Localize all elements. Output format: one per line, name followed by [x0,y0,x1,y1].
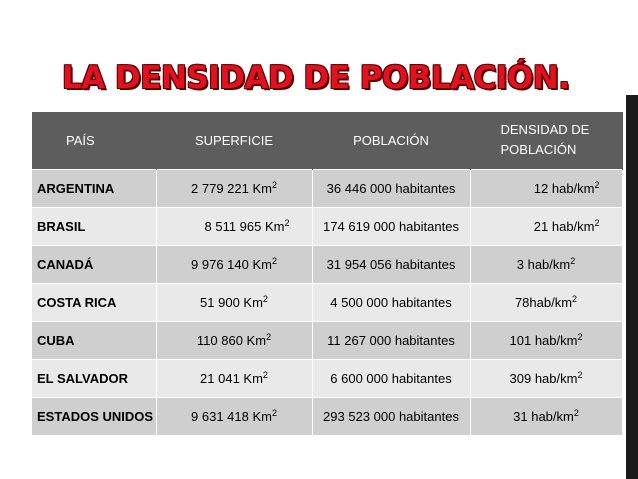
superficie-value: 8 511 965 Km [204,218,285,234]
superscript-2: 2 [271,255,277,266]
densidad-value: 101 hab/km [509,332,578,348]
cell-pais: COSTA RICA [32,282,157,321]
table-row: CUBA 110 860 Km2 11 267 000 habitantes 101 … [32,320,623,359]
superficie-value: 2 779 221 Km [191,180,272,196]
superscript-2: 2 [577,331,583,342]
cell-superficie: 9 631 418 Km2 [156,396,313,435]
densidad-value: 12 hab/km [533,180,595,196]
densidad-value: 21 hab/km [533,218,595,234]
header-superficie: SUPERFICIE [156,112,313,169]
cell-poblacion: 6 600 000 habitantes [312,358,471,397]
table-row: ESTADOS UNIDOS 9 631 418 Km2 293 523 000 h… [32,396,623,435]
cell-densidad: 309 hab/km2 [470,358,623,397]
cell-pais: CUBA [32,320,157,359]
superscript-2: 2 [271,407,277,418]
header-densidad-line1: DENSIDAD DE [500,122,590,138]
cell-superficie: 51 900 Km2 [156,282,313,321]
superscript-2: 2 [262,369,268,380]
cell-densidad: 78hab/km2 [470,282,623,321]
superscript-2: 2 [594,217,600,228]
cell-poblacion: 31 954 056 habitantes [312,244,471,283]
table-row: COSTA RICA 51 900 Km2 4 500 000 habitantes… [32,282,623,321]
superficie-value: 9 631 418 Km [191,408,272,424]
right-edge-bar [626,95,638,479]
superscript-2: 2 [266,331,272,342]
superscript-2: 2 [570,255,576,266]
header-densidad: DENSIDAD DE POBLACIÓN [470,112,623,169]
cell-poblacion: 36 446 000 habitantes [312,168,471,207]
table-row: EL SALVADOR 21 041 Km2 6 600 000 habitante… [32,358,623,397]
table-row: CANADÁ 9 976 140 Km2 31 954 056 habitantes… [32,244,623,283]
slide-title: LA DENSIDAD DE POBLACIÓN. [62,60,570,96]
cell-densidad: 12 hab/km2 [470,168,623,207]
cell-poblacion: 4 500 000 habitantes [312,282,471,321]
superficie-value: 51 900 Km [200,294,263,310]
superficie-value: 21 041 Km [200,370,263,386]
cell-pais: BRASIL [32,206,157,245]
header-pais: PAÍS [32,112,157,169]
cell-pais: ESTADOS UNIDOS [32,396,157,435]
densidad-value: 78hab/km [514,294,573,310]
cell-densidad: 21 hab/km2 [470,206,623,245]
superscript-2: 2 [573,407,579,418]
header-poblacion: POBLACIÓN [312,112,471,169]
cell-pais: ARGENTINA [32,168,157,207]
cell-superficie: 110 860 Km2 [156,320,313,359]
superscript-2: 2 [284,217,290,228]
table-row: ARGENTINA 2 779 221 Km2 36 446 000 habitan… [32,168,623,207]
cell-densidad: 101 hab/km2 [470,320,623,359]
cell-poblacion: 11 267 000 habitantes [312,320,471,359]
superficie-value: 9 976 140 Km [191,256,272,272]
densidad-value: 31 hab/km [513,408,574,424]
table-row: BRASIL 8 511 965 Km2 174 619 000 habitante… [32,206,623,245]
cell-superficie: 21 041 Km2 [156,358,313,397]
cell-poblacion: 174 619 000 habitantes [312,206,471,245]
cell-superficie: 9 976 140 Km2 [156,244,313,283]
superscript-2: 2 [572,293,578,304]
superscript-2: 2 [577,369,583,380]
cell-superficie: 8 511 965 Km2 [156,206,313,245]
superscript-2: 2 [271,179,277,190]
superscript-2: 2 [262,293,268,304]
table-header-row: PAÍS SUPERFICIE POBLACIÓN DENSIDAD DE PO… [32,112,623,169]
densidad-value: 309 hab/km [509,370,578,386]
population-density-table: PAÍS SUPERFICIE POBLACIÓN DENSIDAD DE PO… [32,112,623,435]
cell-pais: CANADÁ [32,244,157,283]
cell-superficie: 2 779 221 Km2 [156,168,313,207]
cell-pais: EL SALVADOR [32,358,157,397]
densidad-value: 3 hab/km [516,256,571,272]
superscript-2: 2 [594,179,600,190]
cell-densidad: 3 hab/km2 [470,244,623,283]
header-densidad-line2: POBLACIÓN [500,142,577,158]
superficie-value: 110 860 Km [196,332,267,348]
cell-densidad: 31 hab/km2 [470,396,623,435]
cell-poblacion: 293 523 000 habitantes [312,396,471,435]
